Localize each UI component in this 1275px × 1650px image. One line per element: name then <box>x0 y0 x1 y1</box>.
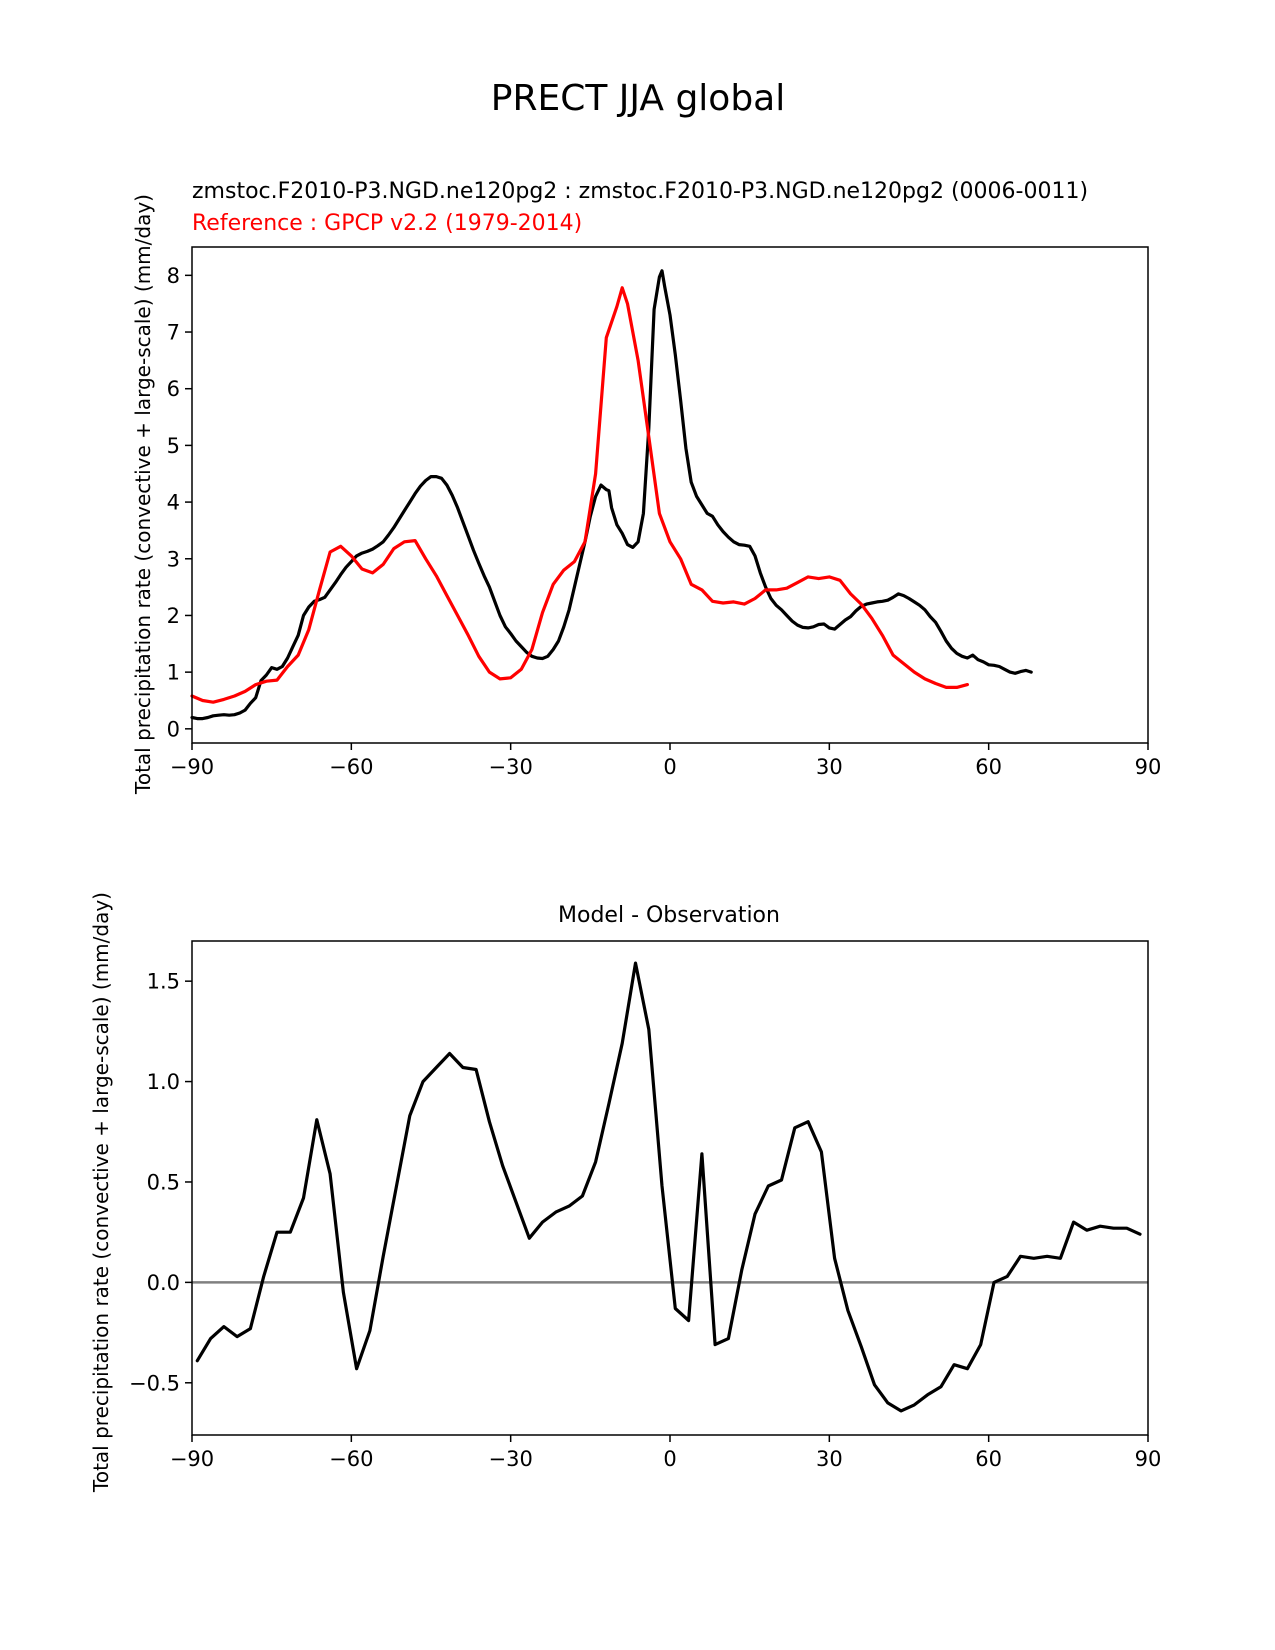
bottom-panel-xtick-label: −90 <box>170 1447 214 1471</box>
top-panel-ytick-label: 1 <box>167 661 180 685</box>
top-panel-title-model: zmstoc.F2010-P3.NGD.ne120pg2 : zmstoc.F2… <box>192 179 1088 204</box>
top-panel-xtick-label: 30 <box>816 755 843 779</box>
bottom-panel-ytick-label: 1.0 <box>147 1070 180 1094</box>
bottom-panel-axes-frame <box>191 940 1149 1436</box>
top-panel-ytick-label: 7 <box>167 321 180 345</box>
bottom-panel-plot-area: −90 −60 −30 0 30 60 90 −0.5 0.0 0.5 1.0 1.5 <box>129 940 1162 1471</box>
top-panel-ytick-label: 5 <box>167 434 180 458</box>
top-panel-xtick-label: 90 <box>1135 755 1162 779</box>
bottom-panel-ytick-label: −0.5 <box>129 1371 180 1395</box>
bottom-panel-ylabel: Total precipitation rate (convective + l… <box>89 892 113 1493</box>
top-panel-series-1-line <box>190 286 969 704</box>
bottom-panel-xtick-label: −60 <box>329 1447 373 1471</box>
bottom-panel-xtick-label: 90 <box>1135 1447 1162 1471</box>
top-panel-ytick-label: 4 <box>167 491 180 515</box>
top-panel-xtick-label: 60 <box>975 755 1002 779</box>
top-panel-ytick-label: 2 <box>167 604 180 628</box>
bottom-panel: Model - Observation Total precipitation … <box>89 892 1161 1493</box>
top-panel-plot-area: −90 −60 −30 0 30 60 90 0 1 2 3 4 5 6 7 8 <box>167 246 1162 779</box>
top-panel-ytick-label: 0 <box>167 717 180 741</box>
bottom-panel-xtick-label: 30 <box>816 1447 843 1471</box>
top-panel: zmstoc.F2010-P3.NGD.ne120pg2 : zmstoc.F2… <box>131 179 1161 795</box>
bottom-panel-xtick-label: 60 <box>975 1447 1002 1471</box>
top-panel-xtick-label: −30 <box>489 755 533 779</box>
bottom-panel-ytick-label: 1.5 <box>147 970 180 994</box>
bottom-panel-ytick-label: 0.5 <box>147 1170 180 1194</box>
bottom-panel-xtick-label: 0 <box>663 1447 676 1471</box>
bottom-panel-ytick-label: 0.0 <box>147 1271 180 1295</box>
top-panel-ytick-label: 6 <box>167 377 180 401</box>
top-panel-ytick-label: 8 <box>167 264 180 288</box>
top-panel-ylabel: Total precipitation rate (convective + l… <box>131 194 155 795</box>
top-panel-xtick-label: −60 <box>329 755 373 779</box>
figure-title: PRECT JJA global <box>491 78 786 119</box>
bottom-panel-xtick-label: −30 <box>489 1447 533 1471</box>
top-panel-xtick-label: −90 <box>170 755 214 779</box>
top-panel-ytick-label: 3 <box>167 547 180 571</box>
bottom-panel-title: Model - Observation <box>558 903 780 928</box>
top-panel-series-0-line <box>190 269 1033 721</box>
bottom-panel-series-0-line <box>195 961 1142 1413</box>
top-panel-title-reference: Reference : GPCP v2.2 (1979-2014) <box>192 211 582 236</box>
top-panel-xtick-label: 0 <box>663 755 676 779</box>
